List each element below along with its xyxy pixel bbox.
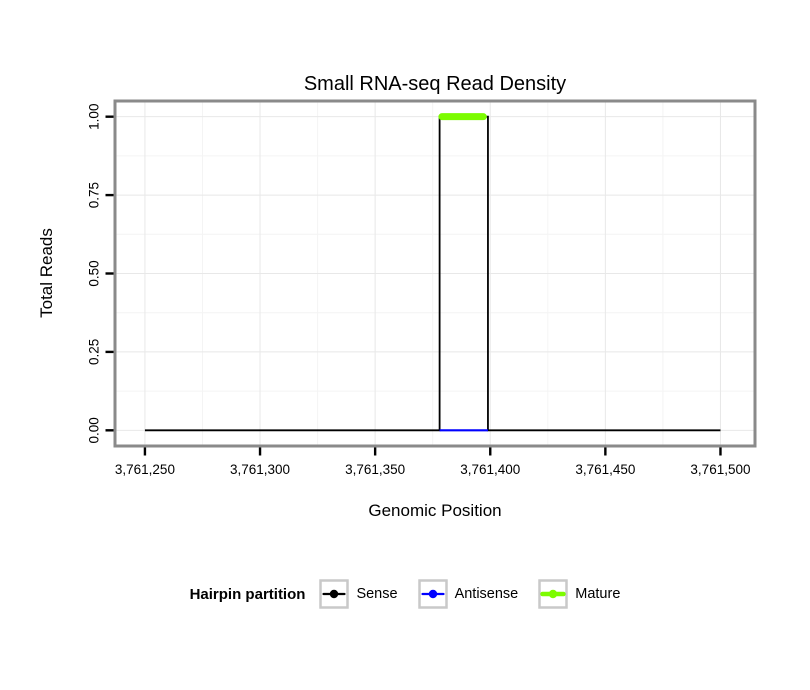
y-tick-label: 0.75 [87, 182, 102, 208]
legend-label: Antisense [454, 586, 519, 602]
legend-item-sense: Sense [319, 579, 398, 609]
axis-tick-labels: 3,761,250 3,761,300 3,761,350 3,761,400 3,76… [87, 104, 751, 477]
panel-border [113, 99, 757, 448]
chart-series [144, 113, 721, 432]
y-tick-label: 0.00 [87, 417, 102, 443]
x-tick-label: 3,761,300 [230, 462, 290, 477]
y-tick-label: 1.00 [87, 104, 102, 130]
legend-key-mature-icon [538, 579, 568, 609]
legend-label: Mature [575, 586, 621, 602]
legend-items: Sense Antisense Mature [319, 579, 620, 609]
y-axis-title: Total Reads [37, 228, 56, 318]
y-tick-label: 0.25 [87, 339, 102, 365]
legend-key-sense-icon [319, 579, 350, 609]
x-tick-label: 3,761,400 [460, 462, 520, 477]
x-tick-label: 3,761,350 [345, 462, 405, 477]
gridlines-major [115, 101, 755, 446]
legend: Hairpin partition Sense Antisense Mature [0, 579, 810, 609]
x-tick-label: 3,761,250 [115, 462, 175, 477]
legend-item-antisense: Antisense [417, 579, 519, 609]
y-tick-label: 0.50 [87, 260, 102, 286]
x-tick-label: 3,761,500 [690, 462, 750, 477]
chart-title: Small RNA-seq Read Density [304, 73, 566, 95]
legend-title: Hairpin partition [189, 585, 306, 603]
axis-ticks [105, 115, 722, 456]
legend-key-antisense-icon [417, 579, 448, 609]
legend-item-mature: Mature [538, 579, 620, 609]
legend-label: Sense [356, 586, 398, 602]
x-tick-label: 3,761,450 [575, 462, 635, 477]
x-axis-title: Genomic Position [368, 501, 501, 520]
